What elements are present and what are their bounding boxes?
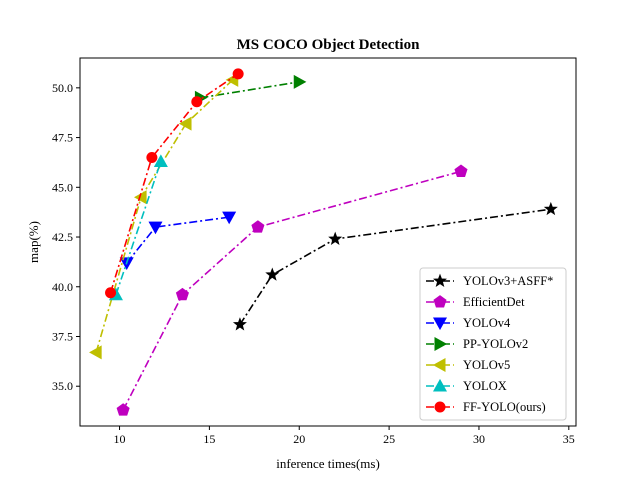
y-tick-label: 47.5 bbox=[52, 131, 73, 145]
data-point bbox=[222, 211, 237, 225]
legend-label: YOLOX bbox=[463, 379, 507, 393]
chart-title: MS COCO Object Detection bbox=[237, 37, 421, 53]
x-tick-label: 20 bbox=[293, 432, 305, 446]
y-tick-label: 42.5 bbox=[52, 230, 73, 244]
legend-marker bbox=[433, 273, 447, 287]
legend-marker bbox=[432, 317, 448, 331]
data-point bbox=[232, 317, 247, 331]
series-line bbox=[239, 208, 551, 325]
data-point bbox=[148, 221, 163, 235]
x-axis-title: inference times(ms) bbox=[276, 456, 380, 471]
y-axis-title: map(%) bbox=[26, 221, 41, 263]
plot-area: 10 15 20 25 30 35 35.0 37.5 40.0 42.5 45.0 47.5 50.0 bbox=[52, 57, 577, 446]
x-tick-label: 35 bbox=[563, 432, 575, 446]
y-tick-label: 37.5 bbox=[52, 329, 73, 343]
data-point bbox=[116, 403, 130, 416]
legend-label: YOLOv4 bbox=[463, 316, 511, 330]
y-tick-label: 50.0 bbox=[52, 81, 73, 95]
data-point bbox=[232, 68, 244, 80]
legend-box bbox=[419, 267, 567, 421]
y-tick-label: 35.0 bbox=[52, 379, 73, 393]
y-tick-label: 45.0 bbox=[52, 180, 73, 194]
data-point bbox=[153, 154, 168, 167]
legend-marker bbox=[433, 295, 447, 308]
legend-marker bbox=[432, 357, 446, 373]
x-tick-label: 15 bbox=[203, 432, 215, 446]
data-point bbox=[146, 151, 158, 163]
series-line bbox=[115, 161, 162, 295]
legend-label: EfficientDet bbox=[463, 295, 525, 309]
legend-marker bbox=[434, 336, 448, 352]
legend-label: YOLOv3+ASFF* bbox=[463, 274, 553, 288]
legend-label: FF-YOLO(ours) bbox=[463, 400, 546, 414]
legend: YOLOv3+ASFF* EfficientDet YOLOv4 PP-YOLOv2 Y… bbox=[419, 267, 567, 421]
x-tick-label: 30 bbox=[473, 432, 485, 446]
data-point bbox=[178, 116, 192, 131]
series-group bbox=[105, 68, 244, 299]
legend-label: PP-YOLOv2 bbox=[463, 337, 528, 351]
data-point bbox=[543, 201, 558, 216]
data-point bbox=[191, 96, 203, 108]
legend-marker bbox=[434, 401, 446, 413]
data-point bbox=[105, 287, 117, 299]
series-line bbox=[122, 170, 462, 411]
legend-label: YOLOv5 bbox=[463, 358, 510, 372]
plot-frame bbox=[79, 57, 577, 427]
data-point bbox=[328, 231, 343, 245]
series-line bbox=[109, 73, 239, 293]
x-tick-label: 25 bbox=[383, 432, 395, 446]
legend-marker bbox=[432, 378, 448, 392]
x-tick-label: 10 bbox=[114, 432, 126, 446]
data-point bbox=[454, 164, 468, 177]
y-tick-label: 40.0 bbox=[52, 280, 73, 294]
data-point bbox=[175, 287, 189, 301]
data-point bbox=[265, 267, 280, 281]
series-group bbox=[116, 164, 468, 416]
series-group bbox=[232, 201, 558, 331]
data-point bbox=[293, 74, 307, 89]
data-point bbox=[89, 345, 102, 360]
data-point bbox=[251, 220, 265, 233]
